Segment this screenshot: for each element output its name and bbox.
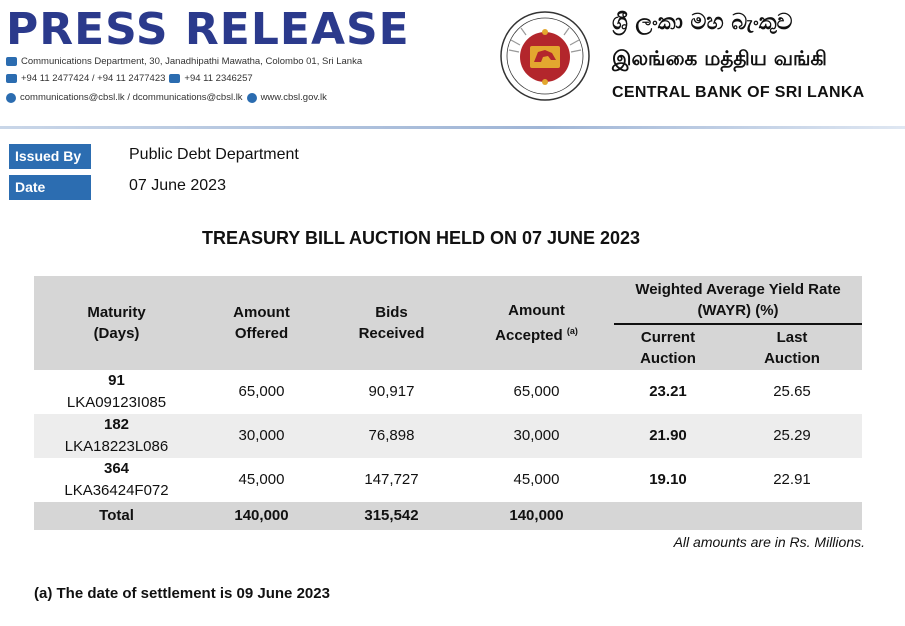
table-row: 364 LKA36424F072 45,000 147,727 45,000 19… [34,458,862,502]
maturity-days: 182 [103,416,130,433]
header-bids-received: Bids Received [324,276,459,370]
total-label: Total [34,502,199,530]
phone-icon [6,74,17,83]
phones-text: +94 11 2477424 / +94 11 2477423 [21,73,166,84]
issued-by-label: Issued By [9,144,91,169]
header-last-auction: Last Auction [722,324,862,370]
bids-received: 147,727 [324,458,459,502]
issued-by-value: Public Debt Department [129,146,299,163]
amount-offered: 45,000 [199,458,324,502]
contact-phones: +94 11 2477424 / +94 11 2477423 +94 11 2… [6,73,253,84]
settlement-footnote: (a) The date of settlement is 09 June 20… [34,585,330,602]
current-wayr: 23.21 [614,370,722,414]
last-wayr: 22.91 [722,458,862,502]
globe-icon [246,92,257,103]
auction-title: TREASURY BILL AUCTION HELD ON 07 JUNE 20… [201,228,641,248]
isin: LKA18223L086 [64,438,169,455]
table-row: 91 LKA09123I085 65,000 90,917 65,000 23.2… [34,370,862,414]
mail-icon [6,57,17,66]
header-maturity: Maturity (Days) [34,276,199,370]
contact-address: Communications Department, 30, Janadhipa… [6,56,362,67]
org-name-tamil: இலங்கை மத்திய வங்கி [612,46,827,70]
header-wayr: Weighted Average Yield Rate (WAYR) (%) [614,276,862,325]
total-bids: 315,542 [324,502,459,530]
header-current-auction: Current Auction [614,324,722,370]
org-name-sinhala: ශ්‍රී ලංකා මහ බැංකුව [612,10,793,35]
header-amount-offered: Amount Offered [199,276,324,370]
address-text: Communications Department, 30, Janadhipa… [21,56,363,67]
maturity-days: 91 [108,372,125,389]
auction-results-table: Maturity (Days) Amount Offered Bids Receive… [34,276,862,530]
last-wayr: 25.29 [722,414,862,458]
table-row: 182 LKA18223L086 30,000 76,898 30,000 21.… [34,414,862,458]
settlement-note-marker: (a) [566,326,578,336]
amount-accepted: 65,000 [459,370,614,414]
website-text[interactable]: www.cbsl.gov.lk [260,92,327,103]
isin: LKA09123I085 [66,394,167,411]
date-label: Date [9,175,91,200]
amount-offered: 30,000 [199,414,324,458]
bids-received: 90,917 [324,370,459,414]
current-wayr: 19.10 [614,458,722,502]
bids-received: 76,898 [324,414,459,458]
units-note: All amounts are in Rs. Millions. [673,534,865,550]
emails-text[interactable]: communications@cbsl.lk / dcommunications… [20,92,243,103]
amount-accepted: 30,000 [459,414,614,458]
central-bank-seal-icon [500,11,590,101]
total-row: Total 140,000 315,542 140,000 [34,502,862,530]
org-name-english: CENTRAL BANK OF SRI LANKA [612,84,865,101]
last-wayr: 25.65 [722,370,862,414]
current-wayr: 21.90 [614,414,722,458]
maturity-days: 364 [103,460,130,477]
total-last-empty [722,502,862,530]
header-amount-accepted: Amount Accepted (a) [459,276,614,370]
contact-web: communications@cbsl.lk / dcommunications… [6,92,327,103]
at-icon [6,92,16,103]
fax-text: +94 11 2346257 [184,73,253,84]
total-accepted: 140,000 [459,502,614,530]
amount-offered: 65,000 [199,370,324,414]
isin: LKA36424F072 [64,482,169,499]
total-offered: 140,000 [199,502,324,530]
total-current-empty [614,502,722,530]
date-value: 07 June 2023 [129,177,226,194]
press-release-title: PRESS RELEASE [6,4,410,55]
fax-icon [169,74,181,83]
header-divider [0,126,905,129]
amount-accepted: 45,000 [459,458,614,502]
